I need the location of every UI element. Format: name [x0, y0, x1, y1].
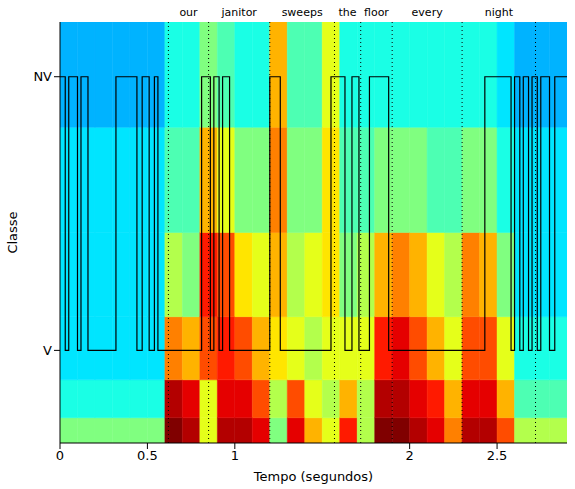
svg-text:0: 0 — [56, 448, 64, 463]
svg-text:1: 1 — [231, 448, 239, 463]
svg-text:V: V — [43, 343, 52, 358]
svg-text:sweeps: sweeps — [282, 6, 323, 19]
svg-text:Tempo (segundos): Tempo (segundos) — [253, 469, 373, 484]
svg-text:NV: NV — [33, 69, 52, 84]
svg-text:Classe: Classe — [5, 211, 20, 253]
svg-text:night: night — [485, 6, 514, 19]
svg-text:every: every — [412, 6, 444, 19]
svg-text:the: the — [339, 6, 357, 19]
svg-text:2: 2 — [406, 448, 414, 463]
svg-text:0.5: 0.5 — [137, 448, 158, 463]
svg-text:floor: floor — [364, 6, 389, 19]
svg-text:janitor: janitor — [221, 6, 258, 19]
svg-text:2.5: 2.5 — [487, 448, 508, 463]
svg-text:our: our — [179, 6, 198, 19]
